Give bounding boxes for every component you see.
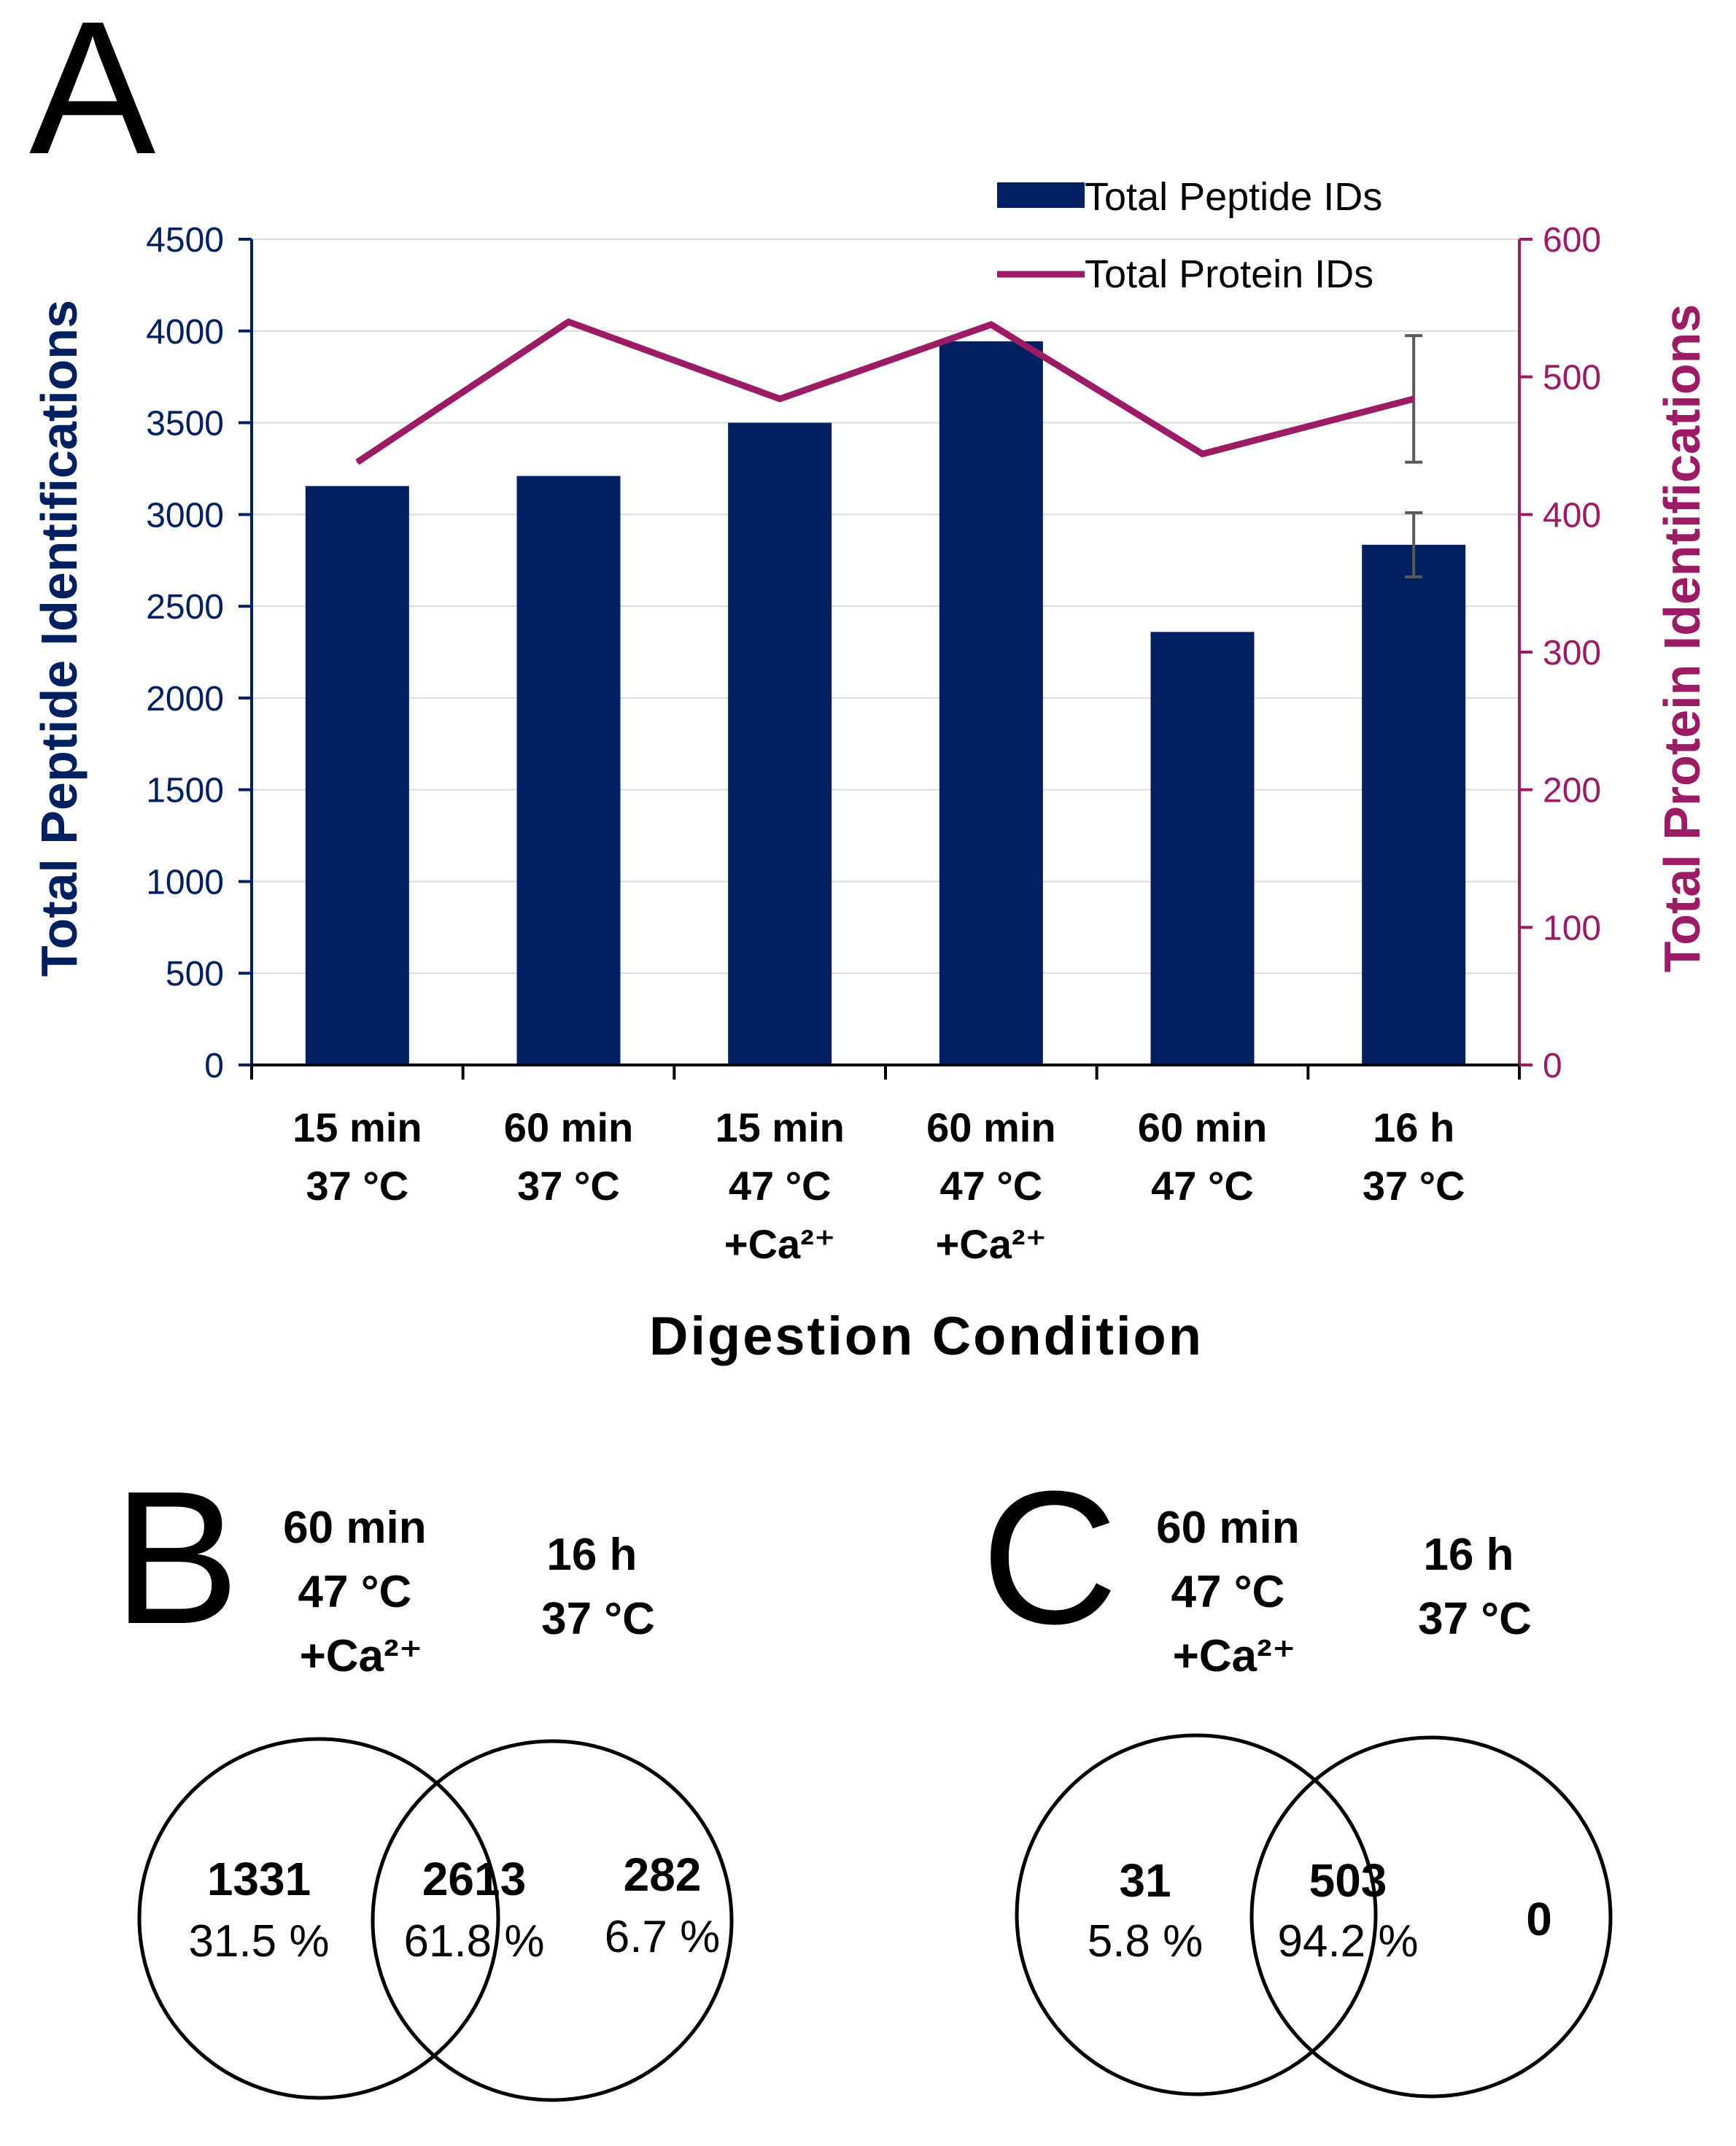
y2-tick-label: 0 (1543, 1047, 1562, 1085)
bar-peptide-3 (728, 422, 832, 1065)
point-protein-2 (567, 321, 570, 323)
category-label-4: 60 min 47 °C +Ca²⁺ (926, 1104, 1055, 1267)
venn-b-overlap-count: 2613 (422, 1853, 526, 1905)
y2-tick-label: 600 (1543, 221, 1601, 260)
bar-peptide-2 (516, 476, 621, 1065)
y2-tick-label: 200 (1543, 772, 1601, 810)
panel-b-letter: B (113, 1452, 239, 1664)
venn-b-left-count: 1331 (207, 1853, 311, 1905)
bar-peptide-1 (305, 486, 409, 1065)
venn-b-overlap-percent: 61.8 % (403, 1916, 544, 1967)
y-tick-label: 0 (204, 1047, 224, 1085)
y-tick-label: 2000 (146, 680, 224, 718)
venn-c-left-percent: 5.8 % (1088, 1916, 1204, 1967)
bar-peptide-6 (1362, 544, 1466, 1065)
venn-c-set1-title: 60 min 47 °C +Ca²⁺ (1156, 1503, 1312, 1681)
y2-axis-label: Total Protein Identifications (1654, 304, 1710, 973)
venn-b-set1-title: 60 min 47 °C +Ca²⁺ (283, 1503, 439, 1681)
venn-c-circle-right (1249, 1735, 1613, 2099)
bars (305, 341, 1466, 1066)
venn-c-right-count: 0 (1526, 1893, 1552, 1945)
y-tick-label: 2500 (146, 588, 224, 627)
legend-label-protein: Total Protein IDs (1085, 252, 1373, 296)
category-label-1: 15 min 37 °C (292, 1104, 422, 1209)
venn-b-left-percent: 31.5 % (188, 1916, 329, 1967)
y-tick-label: 4000 (146, 313, 224, 352)
legend-label-peptide: Total Peptide IDs (1085, 175, 1382, 219)
panel-a-letter: A (29, 0, 157, 194)
category-label-3: 15 min 47 °C +Ca²⁺ (715, 1104, 844, 1267)
panel-c-letter: C (981, 1452, 1118, 1664)
x-axis-label: Digestion Condition (649, 1306, 1204, 1366)
venn-c-set2-title: 16 h 37 °C (1418, 1530, 1532, 1644)
y-tick-label: 3500 (146, 405, 224, 443)
point-protein-4 (990, 323, 992, 325)
point-protein-6 (1413, 398, 1415, 400)
category-labels: 15 min 37 °C 60 min 37 °C 15 min 47 °C +Ca²⁺ 60… (292, 1104, 1465, 1267)
venn-c-circle-left (1015, 1733, 1378, 2096)
point-protein-5 (1201, 453, 1204, 455)
venn-b-set2-title: 16 h 37 °C (541, 1530, 655, 1644)
venn-b-right-count: 282 (624, 1848, 702, 1901)
category-label-2: 60 min 37 °C (504, 1104, 633, 1209)
category-label-6: 16 h 37 °C (1363, 1104, 1465, 1209)
bar-peptide-4 (939, 341, 1043, 1066)
y2-tick-label: 400 (1543, 496, 1601, 535)
protein-line (355, 318, 1415, 465)
y-axis-label: Total Peptide Identifications (31, 300, 88, 977)
y-tick-label: 1500 (146, 772, 224, 810)
venn-c-left-count: 31 (1119, 1854, 1171, 1907)
y-tick-label: 3000 (146, 496, 224, 535)
y2-tick-label: 500 (1543, 359, 1601, 398)
right-axis-ticks: 0 100 200 300 400 500 600 (1519, 221, 1601, 1085)
category-label-5: 60 min 47 °C (1138, 1104, 1267, 1209)
venn-c-overlap-percent: 94.2 % (1277, 1916, 1418, 1967)
y2-tick-label: 300 (1543, 634, 1601, 673)
venn-b-circle-right (371, 1739, 734, 2102)
legend-swatch-peptide (997, 182, 1085, 208)
bar-peptide-5 (1150, 632, 1255, 1065)
error-bars (1405, 334, 1423, 578)
axes (250, 239, 1521, 1080)
point-protein-3 (779, 398, 781, 400)
y-tick-label: 1000 (146, 863, 224, 902)
y-tick-label: 500 (166, 955, 224, 993)
left-axis-ticks: 0 500 1000 1500 2000 2500 3000 3500 4000 4500 (146, 221, 252, 1085)
venn-b-circle-left (137, 1737, 500, 2100)
y-tick-label: 4500 (146, 221, 224, 260)
y2-tick-label: 100 (1543, 909, 1601, 948)
gridlines (252, 239, 1519, 975)
line-protein (355, 318, 1415, 465)
point-protein-1 (356, 461, 358, 463)
venn-b-right-percent: 6.7 % (605, 1912, 721, 1962)
venn-c-overlap-count: 503 (1309, 1854, 1387, 1907)
